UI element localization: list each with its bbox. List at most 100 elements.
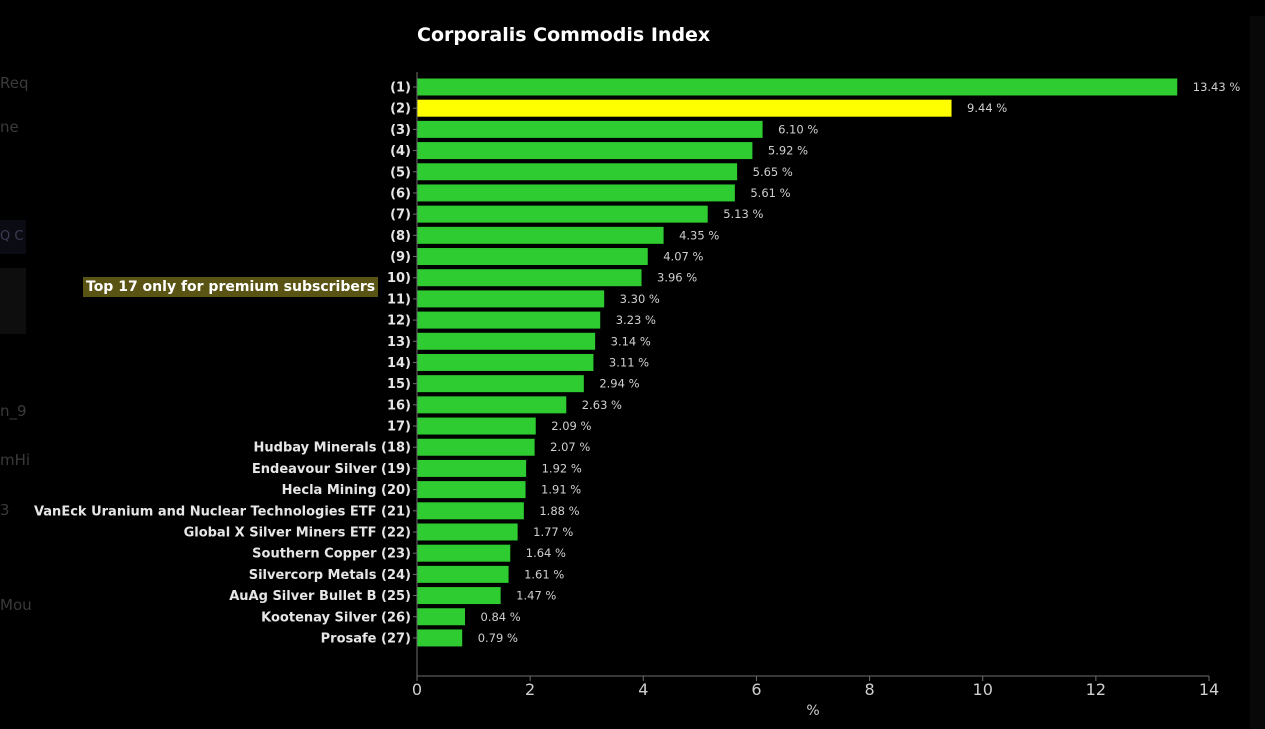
category-label-3: (4) xyxy=(390,144,411,159)
bg-fragment-2: ne xyxy=(0,118,19,136)
value-label-10: 3.30 % xyxy=(620,292,660,306)
bg-panel xyxy=(0,268,26,334)
x-axis-label: % xyxy=(806,703,819,719)
category-label-12: 13) xyxy=(387,335,411,350)
category-label-8: (9) xyxy=(390,250,411,265)
bar-17 xyxy=(417,438,535,456)
bar-7 xyxy=(417,226,664,244)
category-label-17: Hudbay Minerals (18) xyxy=(254,441,411,456)
bar-26 xyxy=(417,629,463,647)
value-label-1: 9.44 % xyxy=(967,101,1007,115)
bar-25 xyxy=(417,608,466,626)
value-label-21: 1.77 % xyxy=(533,525,573,539)
bar-24 xyxy=(417,587,501,605)
category-label-18: Endeavour Silver (19) xyxy=(252,462,411,477)
category-label-6: (7) xyxy=(390,208,411,223)
value-label-24: 1.47 % xyxy=(516,589,556,603)
value-label-23: 1.61 % xyxy=(524,567,564,581)
bar-16 xyxy=(417,417,536,435)
category-label-25: Kootenay Silver (26) xyxy=(261,610,411,625)
value-label-14: 2.94 % xyxy=(599,377,639,391)
bar-19 xyxy=(417,481,526,499)
category-label-16: 17) xyxy=(387,420,411,435)
value-label-13: 3.11 % xyxy=(609,355,649,369)
value-label-12: 3.14 % xyxy=(611,334,651,348)
x-tick-label-4: 8 xyxy=(864,680,874,699)
value-label-6: 5.13 % xyxy=(723,207,763,221)
bar-6 xyxy=(417,205,708,223)
value-label-8: 4.07 % xyxy=(663,250,703,264)
bar-2 xyxy=(417,120,763,138)
bar-20 xyxy=(417,502,524,520)
value-label-17: 2.07 % xyxy=(550,440,590,454)
bar-12 xyxy=(417,332,596,350)
value-label-26: 0.79 % xyxy=(478,631,518,645)
category-label-11: 12) xyxy=(387,314,411,329)
x-tick-label-2: 4 xyxy=(638,680,648,699)
category-label-14: 15) xyxy=(387,377,411,392)
category-label-2: (3) xyxy=(390,123,411,138)
bar-0 xyxy=(417,78,1178,96)
value-label-18: 1.92 % xyxy=(542,461,582,475)
bar-5 xyxy=(417,184,735,202)
value-label-19: 1.91 % xyxy=(541,483,581,497)
bar-14 xyxy=(417,375,584,393)
premium-badge[interactable]: Top 17 only for premium subscribers xyxy=(83,277,379,297)
value-label-5: 5.61 % xyxy=(750,186,790,200)
category-label-15: 16) xyxy=(387,398,411,413)
bar-1 xyxy=(417,99,952,117)
category-label-23: Silvercorp Metals (24) xyxy=(249,568,411,583)
bar-15 xyxy=(417,396,567,414)
bg-fragment-7: Mou xyxy=(0,596,32,614)
x-tick-label-6: 12 xyxy=(1086,680,1106,699)
category-label-7: (8) xyxy=(390,229,411,244)
bar-23 xyxy=(417,565,509,583)
category-label-19: Hecla Mining (20) xyxy=(282,483,411,498)
bg-fragment-6: 3 xyxy=(0,501,10,519)
category-label-4: (5) xyxy=(390,165,411,180)
category-label-10: 11) xyxy=(387,292,411,307)
value-label-20: 1.88 % xyxy=(539,504,579,518)
bar-21 xyxy=(417,523,518,541)
bg-fragment-1: Req xyxy=(0,74,29,92)
bar-13 xyxy=(417,353,594,371)
value-label-11: 3.23 % xyxy=(616,313,656,327)
bar-9 xyxy=(417,269,642,287)
bar-3 xyxy=(417,142,753,160)
bg-fragment-5: mHi xyxy=(0,451,31,469)
value-label-7: 4.35 % xyxy=(679,228,719,242)
value-label-22: 1.64 % xyxy=(526,546,566,560)
right-frame xyxy=(1250,16,1265,729)
bg-fragment-3: Q C xyxy=(0,220,26,254)
x-tick-label-5: 10 xyxy=(973,680,993,699)
value-label-9: 3.96 % xyxy=(657,271,697,285)
value-label-16: 2.09 % xyxy=(551,419,591,433)
value-label-0: 13.43 % xyxy=(1193,80,1241,94)
category-label-24: AuAg Silver Bullet B (25) xyxy=(229,589,411,604)
category-label-20: VanEck Uranium and Nuclear Technologies … xyxy=(34,504,411,519)
bar-18 xyxy=(417,459,527,477)
bar-8 xyxy=(417,248,648,266)
bg-fragment-4: n_9 xyxy=(0,402,27,420)
value-label-25: 0.84 % xyxy=(481,610,521,624)
x-tick-label-3: 6 xyxy=(751,680,761,699)
x-tick-label-0: 0 xyxy=(412,680,422,699)
category-label-0: (1) xyxy=(390,81,411,96)
value-label-3: 5.92 % xyxy=(768,144,808,158)
category-label-22: Southern Copper (23) xyxy=(252,547,411,562)
bar-11 xyxy=(417,311,601,329)
category-label-9: 10) xyxy=(387,271,411,286)
x-tick-label-1: 2 xyxy=(525,680,535,699)
category-label-5: (6) xyxy=(390,186,411,201)
chart-title: Corporalis Commodis Index xyxy=(417,24,710,46)
value-label-4: 5.65 % xyxy=(753,165,793,179)
category-label-13: 14) xyxy=(387,356,411,371)
bar-22 xyxy=(417,544,511,562)
value-label-2: 6.10 % xyxy=(778,122,818,136)
x-tick-label-7: 14 xyxy=(1199,680,1219,699)
bar-10 xyxy=(417,290,605,308)
category-label-26: Prosafe (27) xyxy=(321,631,411,646)
category-label-21: Global X Silver Miners ETF (22) xyxy=(184,525,411,540)
value-label-15: 2.63 % xyxy=(582,398,622,412)
